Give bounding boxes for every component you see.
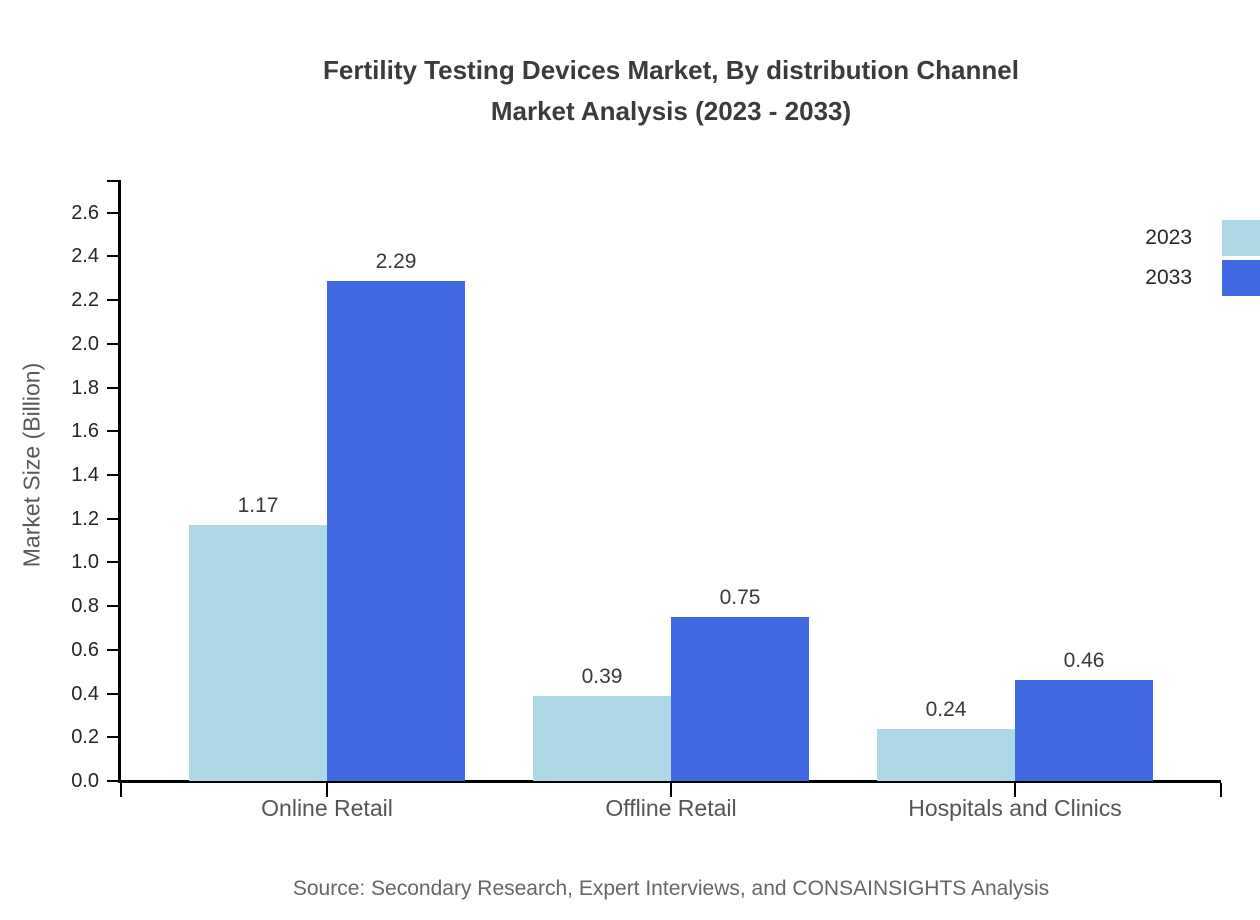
y-tick-label: 2.6 (71, 201, 99, 224)
y-tick-mark (107, 692, 121, 695)
y-tick-mark (107, 780, 121, 782)
legend-item: 2023 (1145, 218, 1260, 258)
y-tick-mark (107, 430, 121, 433)
y-tick-label: 0.0 (71, 770, 99, 792)
bar-value-label: 0.39 (581, 664, 623, 688)
y-tick-label: 1.2 (71, 507, 99, 530)
y-tick-label: 1.4 (71, 464, 99, 487)
x-tick-mark (1220, 783, 1222, 797)
y-tick-label: 2.4 (71, 245, 99, 268)
chart-title-line1: Fertility Testing Devices Market, By dis… (323, 55, 1019, 85)
y-axis-line (118, 180, 121, 783)
bar (189, 525, 327, 781)
y-tick-label: 1.8 (71, 376, 99, 399)
legend-label: 2033 (1145, 266, 1192, 289)
y-tick-mark (107, 342, 121, 345)
bar (327, 280, 465, 781)
x-axis-category-label: Online Retail (261, 795, 393, 821)
legend-label: 2023 (1145, 226, 1192, 249)
y-tick-mark (107, 561, 121, 564)
y-tick-mark (107, 517, 121, 520)
x-tick-mark (670, 783, 672, 797)
bar-value-label: 2.29 (375, 249, 417, 273)
y-tick-label: 2.0 (71, 332, 99, 355)
bar-value-label: 0.75 (719, 586, 761, 610)
bar (671, 617, 809, 781)
y-tick-label: 1.6 (71, 420, 99, 443)
x-axis-category-label: Offline Retail (605, 795, 737, 821)
y-tick-mark (107, 255, 121, 258)
y-tick-mark (107, 211, 121, 214)
bar-value-label: 0.46 (1063, 649, 1105, 673)
x-tick-mark (1014, 783, 1016, 797)
chart-title: Fertility Testing Devices Market, By dis… (121, 50, 1221, 132)
y-tick-mark (107, 736, 121, 739)
y-tick-label: 0.2 (71, 726, 99, 749)
x-axis-category-label: Hospitals and Clinics (908, 795, 1122, 821)
y-tick-mark (107, 474, 121, 477)
legend-swatch (1222, 220, 1260, 256)
x-axis-line (118, 780, 1221, 783)
source-note: Source: Secondary Research, Expert Inter… (292, 877, 1050, 900)
y-tick-mark (107, 648, 121, 651)
x-tick-mark (120, 783, 122, 797)
legend: 2023 2033 (1145, 218, 1260, 298)
y-tick-label: 0.6 (71, 638, 99, 661)
y-tick-label: 1.0 (71, 551, 99, 574)
bar (877, 728, 1015, 781)
y-tick-mark (107, 386, 121, 389)
y-tick-label: 2.2 (71, 289, 99, 312)
x-tick-mark (326, 783, 328, 797)
y-tick-mark (107, 605, 121, 608)
bar (533, 695, 671, 781)
chart-title-line2: Market Analysis (2023 - 2033) (490, 96, 852, 126)
bar-value-label: 1.17 (237, 494, 279, 518)
bar-value-label: 0.24 (925, 697, 967, 721)
y-axis-end-cap (107, 180, 121, 182)
y-tick-mark (107, 299, 121, 302)
legend-item: 2033 (1145, 258, 1260, 298)
y-tick-label: 0.4 (71, 682, 99, 705)
legend-swatch (1222, 260, 1260, 296)
bar (1015, 680, 1153, 781)
y-tick-label: 0.8 (71, 595, 99, 618)
